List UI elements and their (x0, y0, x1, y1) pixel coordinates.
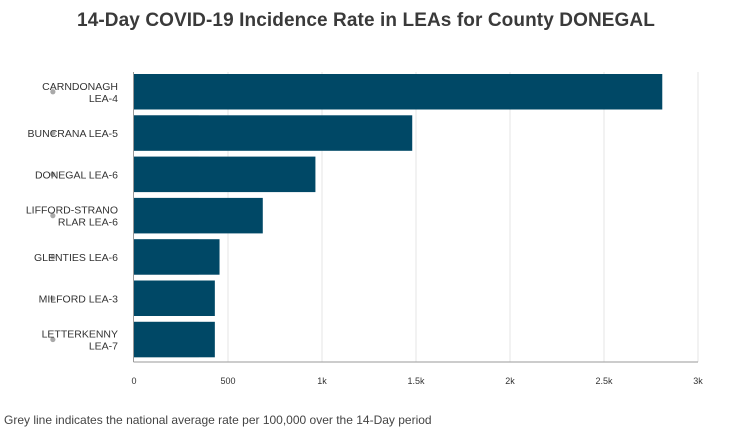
national-average-marker (50, 295, 56, 301)
bar[interactable] (134, 321, 215, 358)
category-labels: CARNDONAGH LEA-4 BUNCRANA LEA-5 DONEGAL LEA… (26, 81, 118, 353)
x-tick-label: 1k (317, 376, 327, 386)
national-average-marker (50, 130, 56, 136)
category-label: GLENTIES LEA-6 (34, 252, 118, 264)
chart-title: 14-Day COVID-19 Incidence Rate in LEAs f… (77, 10, 655, 31)
x-tick-label: 1.5k (407, 376, 425, 386)
x-tick-label: 3k (693, 376, 703, 386)
bar[interactable] (134, 197, 263, 234)
x-tick-label: 2.5k (595, 376, 613, 386)
category-label: DONEGAL LEA-6 (35, 169, 118, 181)
bar[interactable] (134, 115, 413, 151)
bar[interactable] (134, 239, 220, 275)
category-label: CARNDONAGH LEA-4 (42, 81, 118, 105)
category-label: LETTERKENNY LEA-7 (42, 329, 119, 353)
national-average-marker (50, 213, 56, 219)
category-label: LIFFORD-STRANO RLAR LEA-6 (26, 205, 118, 229)
category-label: BUNCRANA LEA-5 (28, 128, 119, 140)
national-average-marker (50, 254, 56, 260)
national-average-marker (50, 89, 56, 95)
national-average-markers (50, 89, 56, 343)
tick-labels: 0 500 1k 1.5k 2k 2.5k 3k (131, 376, 703, 386)
national-average-marker (50, 171, 56, 177)
x-tick-label: 2k (505, 376, 515, 386)
category-label: MILFORD LEA-3 (39, 293, 119, 305)
bars (134, 74, 663, 358)
bar[interactable] (134, 280, 215, 317)
footnote: Grey line indicates the national average… (4, 413, 432, 427)
bar[interactable] (134, 156, 316, 193)
bar[interactable] (134, 74, 663, 110)
x-tick-label: 500 (220, 376, 235, 386)
national-average-marker (50, 336, 56, 343)
x-tick-label: 0 (131, 376, 136, 386)
